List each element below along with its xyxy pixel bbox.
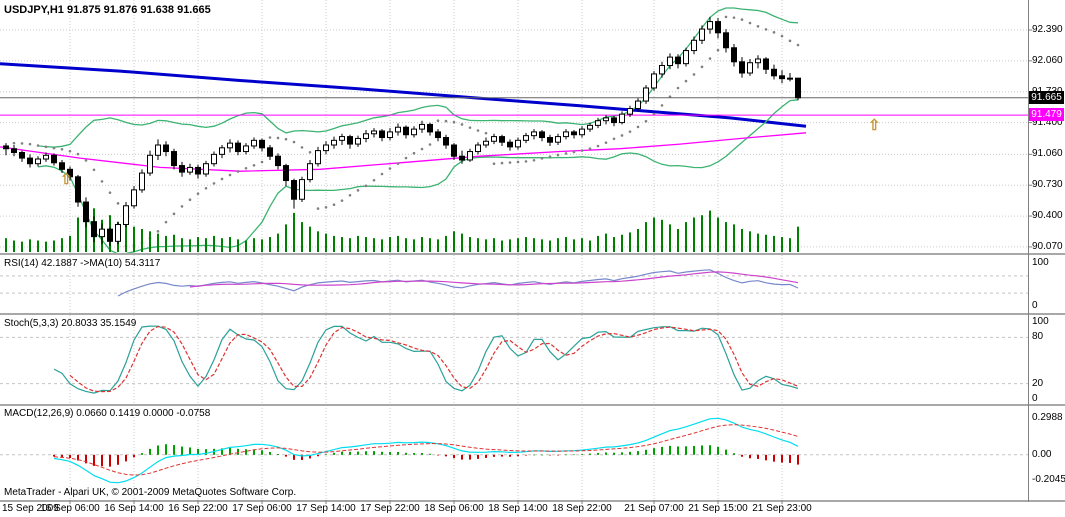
time-axis-label: 18 Sep 14:00 (488, 503, 548, 514)
price-axis-label: 80 (1032, 331, 1044, 343)
time-axis-label: 17 Sep 06:00 (232, 503, 292, 514)
time-axis-label: 16 Sep 22:00 (168, 503, 228, 514)
time-axis-label: 21 Sep 07:00 (624, 503, 684, 514)
up-arrow-icon[interactable]: ⇧ (60, 171, 73, 188)
price-axis-label: 90.730 (1032, 179, 1063, 191)
price-tag: 91.665 (1029, 90, 1064, 104)
time-axis-label: 21 Sep 23:00 (752, 503, 812, 514)
up-arrow-icon[interactable]: ⇧ (868, 117, 881, 134)
price-axis-label: 0.2988 (1032, 412, 1063, 423)
price-axis-label: 92.060 (1032, 54, 1063, 66)
stochastic-panel-label: Stoch(5,3,3) 20.8033 35.1549 (4, 318, 137, 329)
time-axis-label: 18 Sep 06:00 (424, 503, 484, 514)
price-axis-label: 91.400 (1032, 116, 1063, 128)
price-axis-label: 0 (1032, 300, 1038, 311)
macd-panel-label: MACD(12,26,9) 0.0660 0.1419 0.0000 -0.07… (4, 408, 211, 419)
price-axis[interactable]: 92.39092.06091.73091.40091.06090.73090.4… (1028, 0, 1065, 517)
time-axis-label: 16 Sep 06:00 (40, 503, 100, 514)
price-axis-label: 90.400 (1032, 210, 1063, 222)
time-axis-label: 17 Sep 14:00 (296, 503, 356, 514)
symbol-ohlc-title: USDJPY,H1 91.875 91.876 91.638 91.665 (4, 4, 211, 16)
time-axis-label: 15 Sep 2009 (2, 503, 59, 514)
time-axis-label: 17 Sep 22:00 (360, 503, 420, 514)
price-axis-label: 90.070 (1032, 240, 1063, 252)
price-axis-label: 100 (1032, 257, 1049, 268)
price-axis-label: 100 (1032, 316, 1049, 327)
time-axis-label: 16 Sep 14:00 (104, 503, 164, 514)
price-axis-label: 0 (1032, 393, 1038, 404)
time-axis-label: 21 Sep 15:00 (688, 503, 748, 514)
price-axis-label: 0.00 (1032, 448, 1052, 460)
copyright-watermark: MetaTrader - Alpari UK, © 2001-2009 Meta… (4, 487, 297, 498)
time-axis[interactable]: 15 Sep 2009 16 Sep 06:00 16 Sep 14:00 16 Se… (0, 503, 1065, 517)
price-axis-label: -0.2045 (1032, 474, 1065, 485)
price-axis-label: 91.060 (1032, 148, 1063, 160)
rsi-panel-label: RSI(14) 42.1887 ->MA(10) 54.3117 (4, 258, 161, 269)
price-axis-label: 20 (1032, 377, 1044, 389)
time-axis-label: 18 Sep 22:00 (552, 503, 612, 514)
price-axis-label: 92.390 (1032, 24, 1063, 35)
price-tag: 91.479 (1029, 108, 1064, 122)
